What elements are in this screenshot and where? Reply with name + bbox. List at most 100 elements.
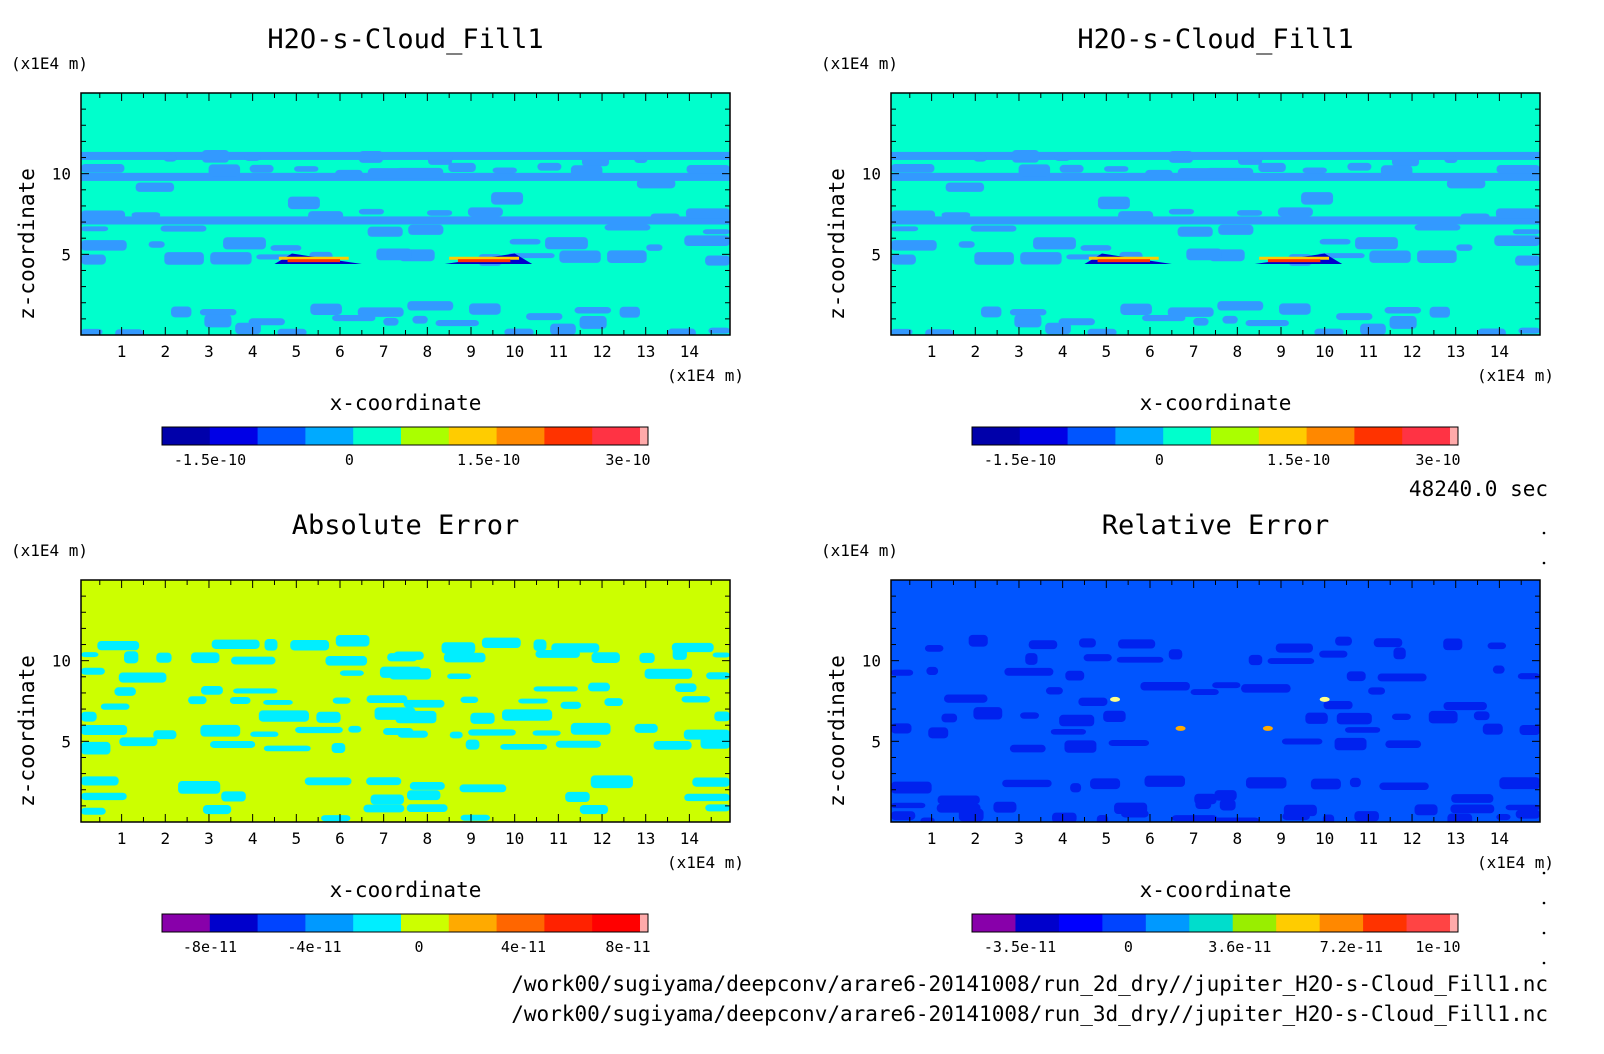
- field-band: [1428, 710, 1458, 724]
- field-band: [1443, 702, 1487, 711]
- y-unit-label: (x1E4 m): [11, 541, 88, 560]
- field-band: [570, 722, 611, 735]
- file-path-1: /work00/sugiyama/deepconv/arare6-2014100…: [511, 972, 1548, 996]
- field-band: [604, 698, 623, 706]
- field-band: [1446, 179, 1486, 189]
- field-band: [533, 686, 578, 692]
- colorbar-swatch: [1115, 427, 1164, 445]
- field-band: [367, 226, 403, 237]
- field-band: [81, 711, 97, 722]
- field-band: [1241, 684, 1291, 693]
- field-band: [945, 182, 985, 192]
- field-band: [518, 698, 548, 704]
- field-band: [81, 226, 109, 232]
- colorbar-swatch: [1145, 914, 1190, 932]
- x-tick-label: 12: [592, 342, 611, 361]
- field-band: [1145, 169, 1173, 180]
- field-band: [1346, 671, 1366, 682]
- field-band: [1011, 149, 1040, 163]
- colorbar-tick-label: 1.5e-10: [457, 451, 520, 469]
- x-tick-label: 4: [248, 829, 258, 848]
- y-tick-label: 10: [862, 652, 881, 671]
- field-band: [81, 164, 125, 173]
- colorbar-swatch: [1015, 914, 1060, 932]
- colorbar-swatch: [640, 914, 649, 932]
- colorbar-frame: [971, 426, 1459, 446]
- colorbar-swatch: [1319, 914, 1364, 932]
- field-band: [1319, 238, 1351, 245]
- x-tick-label: 3: [204, 342, 214, 361]
- field-band: [229, 696, 251, 704]
- field-band: [81, 210, 126, 221]
- field-band: [1477, 328, 1506, 335]
- field-band: [1168, 208, 1194, 215]
- y-tick-label: 5: [871, 732, 881, 751]
- field-band: [210, 252, 252, 265]
- field-band: [1281, 738, 1323, 745]
- field-band: [644, 668, 693, 679]
- field-band: [124, 651, 139, 664]
- field-band: [1108, 740, 1150, 747]
- field-band: [1301, 192, 1334, 205]
- field-band: [470, 712, 495, 724]
- field-band: [533, 639, 547, 652]
- x-tick-label: 4: [248, 342, 258, 361]
- field-band: [891, 216, 1540, 225]
- field-band: [1080, 245, 1112, 251]
- colorbar-swatch: [353, 914, 402, 932]
- field-band: [1222, 315, 1238, 324]
- field-band: [460, 814, 490, 821]
- field-band: [100, 703, 130, 710]
- x-tick-label: 5: [291, 829, 301, 848]
- colorbar-swatch: [1276, 914, 1321, 932]
- x-axis-label: x-coordinate: [330, 391, 482, 415]
- colorbar-tick-label: -1.5e-10: [984, 451, 1056, 469]
- field-band: [332, 697, 351, 704]
- y-tick-label: 5: [871, 245, 881, 264]
- field-band: [370, 794, 404, 805]
- x-tick-label: 12: [1402, 342, 1421, 361]
- colorbar-swatch: [1450, 427, 1459, 445]
- y-tick-label: 5: [61, 732, 71, 751]
- x-unit-label: (x1E4 m): [1477, 366, 1554, 385]
- field-band: [389, 668, 432, 680]
- field-band: [607, 250, 647, 263]
- field-band: [1496, 164, 1540, 174]
- field-band: [435, 320, 479, 327]
- field-band: [270, 245, 302, 251]
- field-band: [500, 744, 548, 750]
- field-band: [211, 639, 260, 649]
- field-band: [233, 688, 278, 694]
- field-band: [383, 317, 399, 326]
- field-band: [502, 709, 553, 721]
- field-band: [891, 254, 916, 265]
- field-band: [1417, 250, 1457, 263]
- x-tick-label: 14: [1490, 829, 1509, 848]
- colorbar-swatch: [257, 427, 306, 445]
- field-band: [210, 740, 256, 748]
- field-band: [408, 224, 444, 235]
- field-band: [937, 795, 980, 805]
- field-band: [407, 790, 441, 801]
- x-tick-label: 7: [379, 342, 389, 361]
- field-band: [81, 724, 128, 736]
- field-band: [1248, 654, 1263, 666]
- field-band: [1090, 778, 1121, 790]
- field-band: [1009, 308, 1047, 316]
- field-band: [339, 670, 364, 676]
- x-unit-label: (x1E4 m): [667, 853, 744, 872]
- x-tick-label: 3: [1014, 829, 1024, 848]
- colorbar-swatch: [209, 427, 259, 445]
- cloud-feature: [449, 256, 520, 260]
- x-tick-label: 8: [1233, 342, 1243, 361]
- field-band: [1444, 156, 1458, 164]
- field-band: [81, 151, 730, 160]
- field-band: [294, 166, 319, 172]
- field-band: [941, 212, 971, 218]
- x-tick-label: 2: [970, 829, 980, 848]
- field-band: [1118, 639, 1156, 649]
- field-band: [973, 707, 1003, 720]
- field-band: [686, 164, 730, 174]
- x-tick-label: 8: [423, 829, 433, 848]
- x-tick-label: 13: [1446, 829, 1465, 848]
